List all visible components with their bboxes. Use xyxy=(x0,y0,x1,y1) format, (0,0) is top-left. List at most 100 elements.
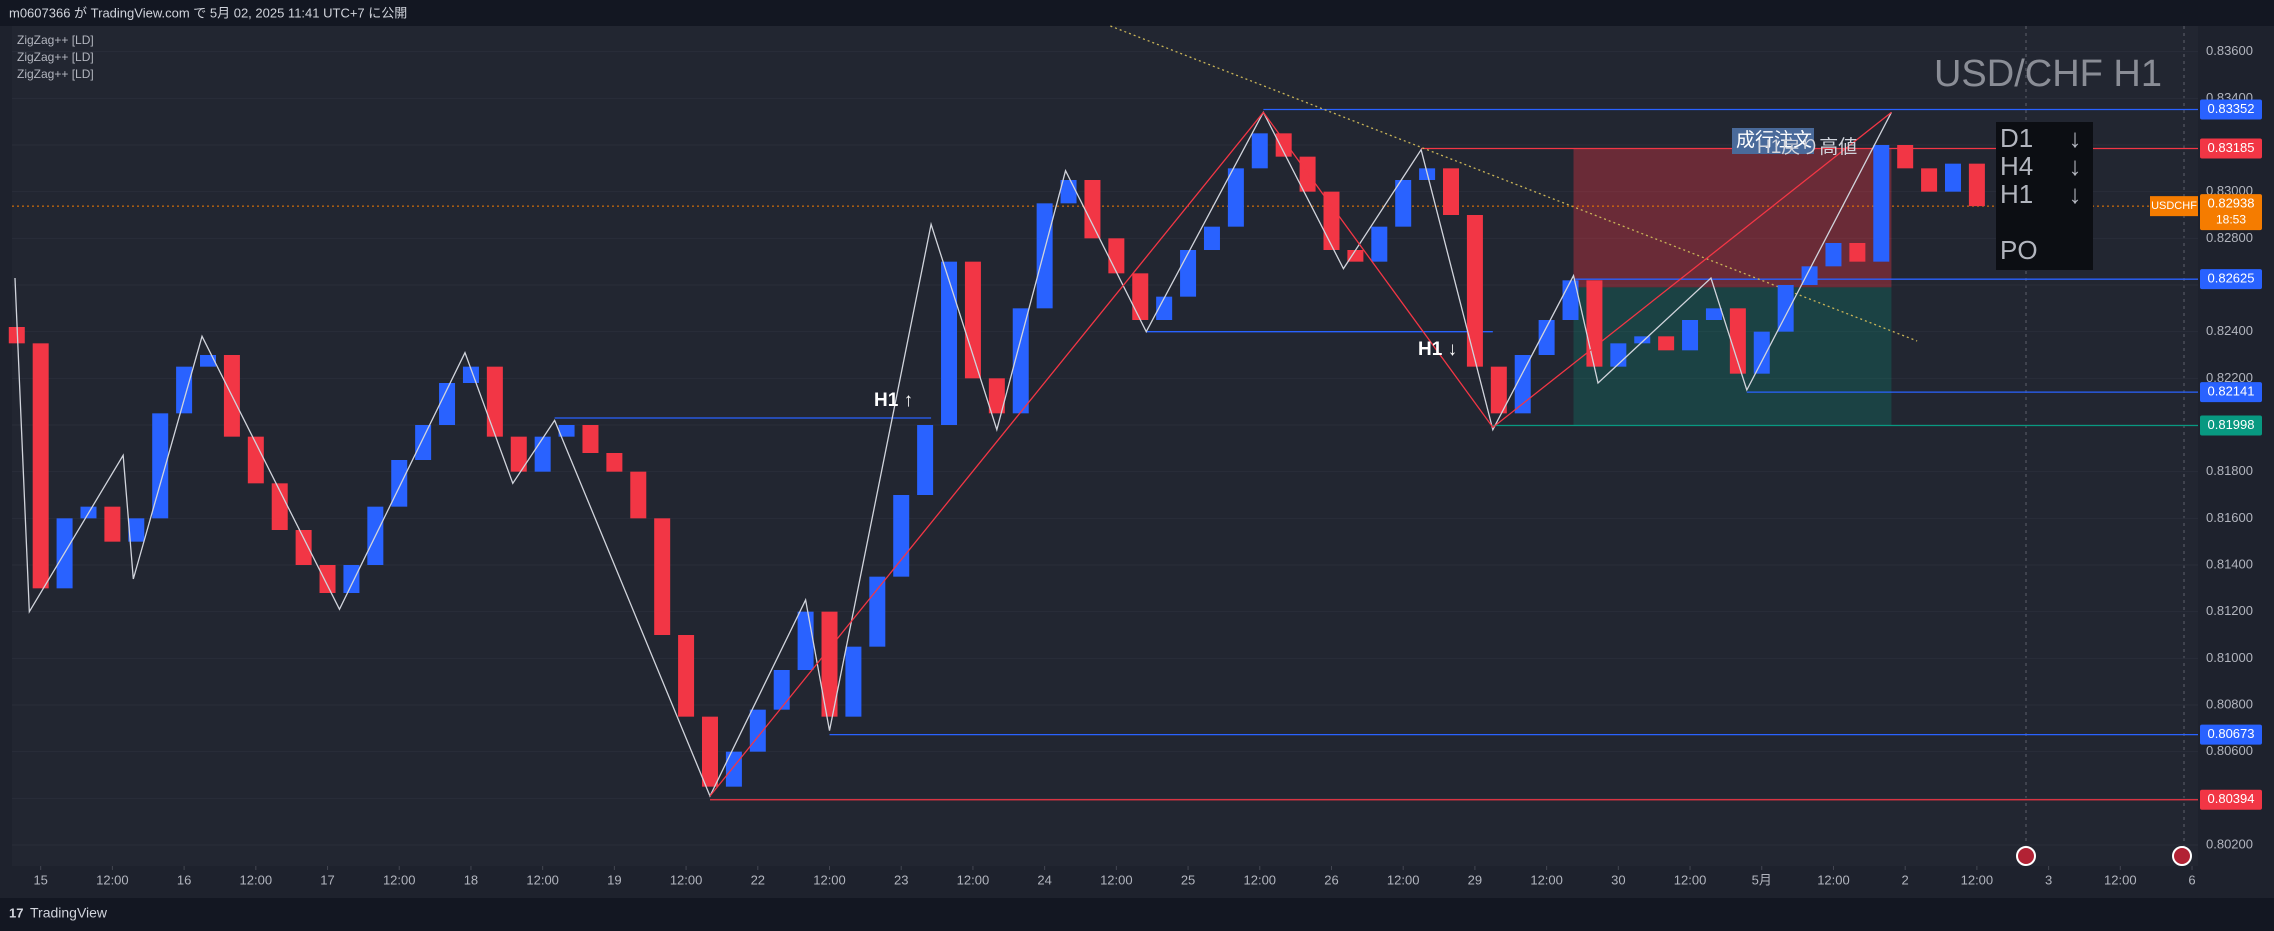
event-flag[interactable] xyxy=(2016,846,2036,866)
chart-title: USD/CHF H1 xyxy=(1934,53,2162,95)
candle-body xyxy=(845,646,862,717)
x-tick-label: 12:00 xyxy=(96,872,129,887)
last-price-tag xyxy=(2200,194,2262,231)
y-tick-label: 0.81400 xyxy=(2206,556,2253,571)
candle-body xyxy=(654,518,671,635)
last-price-label: 0.82938 xyxy=(2208,196,2255,211)
candle-body xyxy=(606,453,623,472)
candle-body xyxy=(104,506,121,542)
candle-body xyxy=(1634,336,1651,344)
x-tick-label: 15 xyxy=(33,872,47,887)
annotation-bg xyxy=(1732,128,1814,154)
candle-body xyxy=(486,366,503,437)
candle-body xyxy=(893,495,910,577)
price-tag-label: 0.82141 xyxy=(2208,384,2255,399)
x-tick-label: 17 xyxy=(320,872,334,887)
candle-body xyxy=(964,261,981,379)
indicator-label: ZigZag++ [LD] xyxy=(17,67,94,81)
candle-body xyxy=(678,635,695,717)
y-tick-label: 0.80200 xyxy=(2206,836,2253,851)
candle-body xyxy=(32,343,49,589)
candle-body xyxy=(1227,168,1244,227)
candle-body xyxy=(271,483,288,530)
candle-body xyxy=(1347,250,1364,262)
zigzag xyxy=(709,111,1892,797)
header-bar xyxy=(0,0,2274,26)
x-tick-label: 12:00 xyxy=(526,872,559,887)
footer-bar xyxy=(0,898,2274,931)
candle-body xyxy=(1968,163,1985,207)
price-tag xyxy=(2200,138,2262,159)
candle-body xyxy=(869,576,886,647)
trend-panel xyxy=(1996,122,2093,270)
candle-body xyxy=(1371,226,1388,262)
candle-body xyxy=(1132,273,1149,320)
candle-body xyxy=(988,378,1005,414)
candle-body xyxy=(725,751,742,787)
y-tick-label: 0.81200 xyxy=(2206,603,2253,618)
price-tag xyxy=(2200,382,2262,403)
candle-body xyxy=(200,355,217,367)
candle-body xyxy=(295,530,312,565)
x-tick-label: 16 xyxy=(177,872,191,887)
candle-body xyxy=(797,611,814,670)
candle-body xyxy=(1060,180,1077,204)
chart-layer: 0.802000.804000.806000.808000.810000.812… xyxy=(8,25,2262,887)
x-tick-label: 12:00 xyxy=(240,872,273,887)
candle-body xyxy=(1705,308,1722,320)
candle-body xyxy=(1466,215,1483,367)
x-tick-label: 12:00 xyxy=(1100,872,1133,887)
candle-body xyxy=(1036,203,1053,309)
candle-body xyxy=(1921,168,1938,192)
annotation: H1 ↑ xyxy=(874,390,913,411)
x-tick-label: 12:00 xyxy=(670,872,703,887)
candle-body xyxy=(1753,331,1770,374)
indicator-label: ZigZag++ [LD] xyxy=(17,50,94,64)
candle-body xyxy=(821,611,838,717)
candle-body xyxy=(1586,280,1603,367)
trend-direction: ↓ xyxy=(2069,179,2082,209)
indicator-label: ZigZag++ [LD] xyxy=(17,33,94,47)
candle-body xyxy=(1610,343,1627,367)
x-tick-label: 2 xyxy=(1902,872,1909,887)
candle-body xyxy=(1443,168,1460,215)
candle-body xyxy=(1514,355,1531,414)
price-tag xyxy=(2200,789,2262,810)
brand-logo: 17 xyxy=(9,905,23,920)
x-tick-label: 12:00 xyxy=(813,872,846,887)
trend-timeframe: H1 xyxy=(2000,179,2033,209)
y-tick-label: 0.80800 xyxy=(2206,696,2253,711)
price-tag-label: 0.83352 xyxy=(2208,101,2255,116)
x-tick-label: 12:00 xyxy=(1817,872,1850,887)
price-tag-label: 0.80394 xyxy=(2208,791,2255,806)
candle-body xyxy=(1801,266,1818,285)
event-flag[interactable] xyxy=(2172,846,2192,866)
candle-body xyxy=(8,327,25,344)
candle-body xyxy=(247,436,264,484)
x-tick-label: 6 xyxy=(2188,872,2195,887)
trend-timeframe: D1 xyxy=(2000,123,2033,153)
y-tick-label: 0.82400 xyxy=(2206,323,2253,338)
candle-body xyxy=(176,366,193,414)
y-tick-label: 0.82800 xyxy=(2206,230,2253,245)
x-tick-label: 24 xyxy=(1037,872,1051,887)
x-tick-label: 12:00 xyxy=(1961,872,1994,887)
candle-body xyxy=(630,471,647,519)
candle-body xyxy=(152,413,169,519)
price-tag xyxy=(2200,269,2262,290)
annotation: 成行注文 xyxy=(1736,129,1812,151)
price-tag-label: 0.82625 xyxy=(2208,271,2255,286)
candle-body xyxy=(1849,243,1866,262)
price-tag xyxy=(2200,724,2262,745)
x-tick-label: 12:00 xyxy=(957,872,990,887)
candle-body xyxy=(343,565,360,593)
candle-body xyxy=(1658,336,1675,351)
candle-body xyxy=(510,436,527,472)
y-tick-label: 0.80600 xyxy=(2206,743,2253,758)
candle-body xyxy=(1944,163,1961,192)
brand: TradingView xyxy=(30,905,108,921)
y-tick-label: 0.81600 xyxy=(2206,510,2253,525)
candle-body xyxy=(941,261,958,425)
candle-body xyxy=(1897,145,1914,169)
